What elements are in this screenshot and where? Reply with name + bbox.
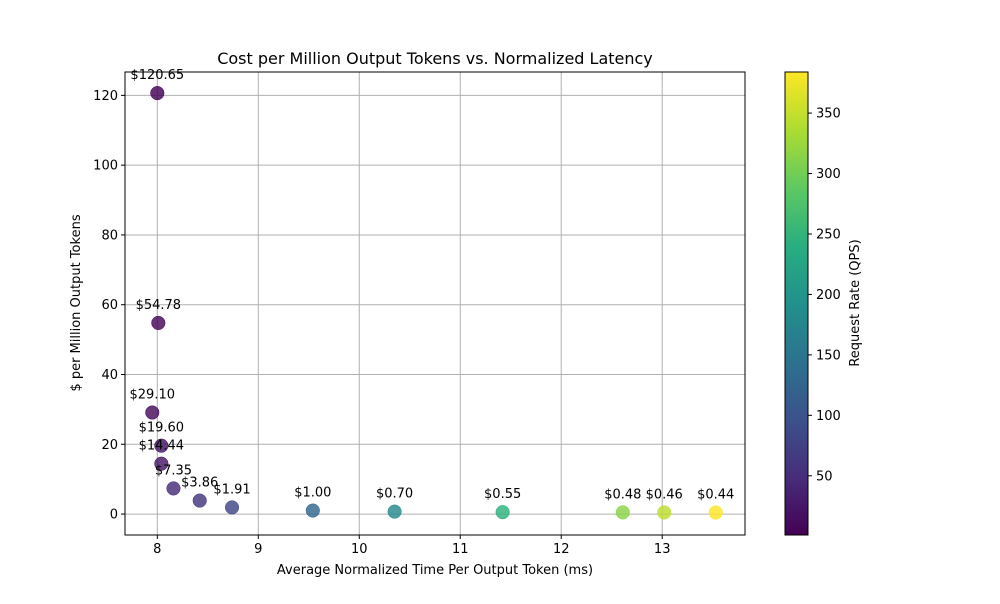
colorbar-gradient	[784, 71, 809, 536]
data-point	[495, 505, 510, 520]
data-point	[708, 505, 723, 520]
x-tick-label: 9	[254, 542, 262, 557]
data-point	[145, 405, 160, 420]
data-point-label: $1.91	[213, 482, 250, 497]
y-axis-label: $ per Million Output Tokens	[69, 214, 84, 391]
data-point-label: $0.70	[376, 487, 413, 502]
colorbar-tick-label: 100	[816, 409, 841, 424]
x-tick-label: 11	[452, 542, 469, 557]
data-point	[192, 493, 207, 508]
y-tick-label: 0	[110, 508, 118, 523]
y-tick-label: 40	[101, 368, 118, 383]
x-axis-ticks: 8 9 10 11 12 13	[153, 535, 670, 557]
y-tick-label: 120	[93, 89, 118, 104]
y-tick-label: 100	[93, 159, 118, 174]
data-point	[224, 500, 240, 515]
data-point-label: $3.86	[181, 476, 218, 491]
data-point-label: $19.60	[139, 421, 185, 436]
data-points	[145, 86, 723, 520]
data-labels: $120.65 $54.78 $29.10 $19.60 $14.44 $7.35$3.8…	[130, 68, 735, 502]
data-point	[154, 438, 169, 453]
colorbar: 50 100 150 200 250 300 350 Request Rate (QPS)	[784, 71, 863, 536]
data-point-label: $54.78	[136, 298, 182, 313]
data-point	[154, 456, 169, 471]
grid-lines	[125, 72, 745, 535]
y-tick-label: 60	[101, 298, 118, 313]
colorbar-label: Request Rate (QPS)	[848, 239, 863, 366]
data-point-label: $0.46	[646, 487, 683, 502]
colorbar-tick-label: 250	[816, 227, 841, 242]
x-tick-label: 12	[553, 542, 570, 557]
colorbar-tick-label: 200	[816, 288, 841, 303]
data-point-label: $120.65	[130, 68, 184, 83]
data-point-label: $0.55	[484, 487, 521, 502]
colorbar-ticks: 50 100 150 200 250 300 350	[808, 107, 841, 484]
data-point	[657, 505, 672, 520]
data-point	[166, 481, 181, 496]
x-tick-label: 8	[153, 542, 161, 557]
data-point-label: $0.44	[697, 488, 734, 503]
chart-title: Cost per Million Output Tokens vs. Norma…	[217, 49, 653, 68]
data-point	[615, 505, 630, 520]
data-point-label: $1.00	[294, 486, 331, 501]
y-tick-label: 20	[101, 438, 118, 453]
data-point-label: $14.44	[139, 439, 185, 454]
y-axis-ticks: 0 20 40 60 80 100 120	[93, 89, 125, 523]
data-point	[305, 503, 320, 518]
x-tick-label: 13	[654, 542, 671, 557]
data-point-label: $0.48	[604, 487, 641, 502]
colorbar-tick-label: 300	[816, 167, 841, 182]
data-point	[387, 504, 402, 519]
data-point	[151, 315, 166, 330]
data-point-label: $29.10	[130, 388, 176, 403]
x-tick-label: 10	[351, 542, 368, 557]
x-axis-label: Average Normalized Time Per Output Token…	[277, 563, 593, 578]
colorbar-tick-label: 50	[816, 469, 833, 484]
data-point	[150, 86, 165, 101]
y-tick-label: 80	[101, 228, 118, 243]
colorbar-tick-label: 150	[816, 348, 841, 363]
colorbar-tick-label: 350	[816, 107, 841, 122]
plot-frame	[124, 71, 746, 536]
data-point-label: $7.35	[155, 463, 192, 478]
